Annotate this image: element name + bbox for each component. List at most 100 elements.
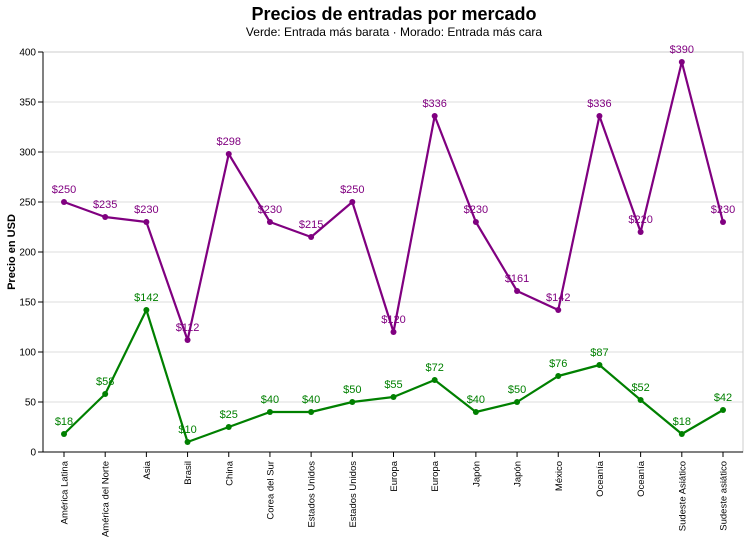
data-label: $230 [134, 204, 158, 216]
chart-title: Precios de entradas por mercado [251, 4, 536, 24]
axes: 0 50 100 150 200 250 300 350 400 América Latina Am… [19, 48, 743, 537]
data-label: $112 [176, 322, 200, 334]
data-label: $336 [422, 98, 446, 110]
data-point [143, 307, 150, 313]
x-tick-label: Sudeste Asiático [677, 461, 688, 531]
data-point [266, 409, 273, 415]
data-point [555, 373, 562, 379]
data-label: $161 [505, 273, 529, 285]
data-label: $50 [343, 384, 361, 396]
data-label: $235 [93, 199, 117, 211]
x-tick-label: Estados Unidos [348, 461, 359, 528]
x-tick-label: Europa [389, 460, 400, 491]
x-tick-label: América del Norte [101, 461, 112, 537]
data-label: $72 [426, 362, 444, 374]
data-point [61, 431, 67, 437]
data-point [349, 399, 356, 405]
data-labels: $250 $235 $230 $112 $298 $230 $215 $250 $120 $336… [52, 44, 735, 436]
data-label: $230 [464, 204, 488, 216]
data-label: $220 [628, 214, 652, 226]
y-tick-label: 350 [19, 98, 36, 109]
data-point [61, 199, 67, 205]
data-label: $336 [587, 98, 611, 110]
x-tick-label: China [224, 460, 235, 486]
data-label: $215 [299, 219, 323, 231]
y-tick-label: 150 [19, 298, 36, 309]
data-point [308, 409, 315, 415]
data-label: $10 [178, 424, 196, 436]
y-tick-label: 50 [25, 398, 37, 409]
data-label: $58 [96, 376, 114, 388]
data-point [143, 219, 150, 225]
data-label: $298 [217, 136, 241, 148]
data-label: $142 [134, 292, 158, 304]
y-tick-label: 0 [30, 448, 36, 459]
data-point [596, 362, 603, 368]
series-line-0 [63, 60, 725, 342]
x-tick-label: Oceanía [595, 460, 606, 497]
data-point [184, 337, 191, 343]
y-tick-label: 400 [19, 48, 36, 59]
data-point [678, 59, 685, 65]
chart-subtitle: Verde: Entrada más barata · Morado: Entr… [246, 25, 542, 39]
y-tick-label: 300 [19, 148, 36, 159]
data-point [472, 409, 479, 415]
data-point [637, 397, 644, 403]
x-tick-label: América Latina [60, 460, 71, 524]
data-point [308, 234, 315, 240]
series-lines [61, 59, 726, 445]
x-tick-label: Japón [513, 461, 524, 487]
data-point [678, 431, 685, 437]
data-point [720, 219, 726, 225]
data-point [102, 391, 109, 397]
data-point [184, 439, 191, 445]
data-label: $120 [381, 314, 405, 326]
data-label: $230 [711, 204, 735, 216]
data-point [720, 407, 726, 413]
data-point [390, 329, 397, 335]
data-label: $76 [549, 358, 567, 370]
data-point [637, 229, 644, 235]
data-label: $87 [590, 347, 608, 359]
data-label: $55 [384, 379, 402, 391]
x-tick-label: Europa [430, 460, 441, 491]
data-label: $25 [220, 409, 238, 421]
data-point [431, 377, 438, 383]
data-label: $230 [258, 204, 282, 216]
data-point [431, 113, 438, 119]
data-point [102, 214, 109, 220]
x-tick-label: Japón [471, 461, 482, 487]
data-point [390, 394, 397, 400]
x-tick-label: Estados Unidos [307, 461, 318, 528]
data-label: $40 [261, 394, 279, 406]
data-label: $52 [631, 382, 649, 394]
data-point [225, 151, 232, 157]
x-tick-label: Asia [142, 460, 153, 479]
y-tick-label: 100 [19, 348, 36, 359]
data-point [225, 424, 232, 430]
y-tick-label: 200 [19, 248, 36, 259]
data-point [514, 288, 521, 294]
data-label: $18 [673, 416, 691, 428]
data-label: $390 [670, 44, 694, 56]
data-point [596, 113, 603, 119]
data-point [266, 219, 273, 225]
y-tick-label: 250 [19, 198, 36, 209]
data-label: $50 [508, 384, 526, 396]
x-tick-label: México [554, 461, 565, 491]
data-point [514, 399, 521, 405]
data-label: $18 [55, 416, 73, 428]
x-tick-label: Corea del Sur [265, 461, 276, 520]
data-label: $250 [52, 184, 76, 196]
y-axis-label: Precio en USD [6, 214, 18, 290]
data-label: $40 [467, 394, 485, 406]
x-tick-label: Sudeste asiático [719, 461, 730, 531]
data-label: $250 [340, 184, 364, 196]
data-point [349, 199, 356, 205]
data-point [555, 307, 562, 313]
data-point [472, 219, 479, 225]
data-label: $40 [302, 394, 320, 406]
x-tick-label: Brasil [183, 461, 194, 485]
